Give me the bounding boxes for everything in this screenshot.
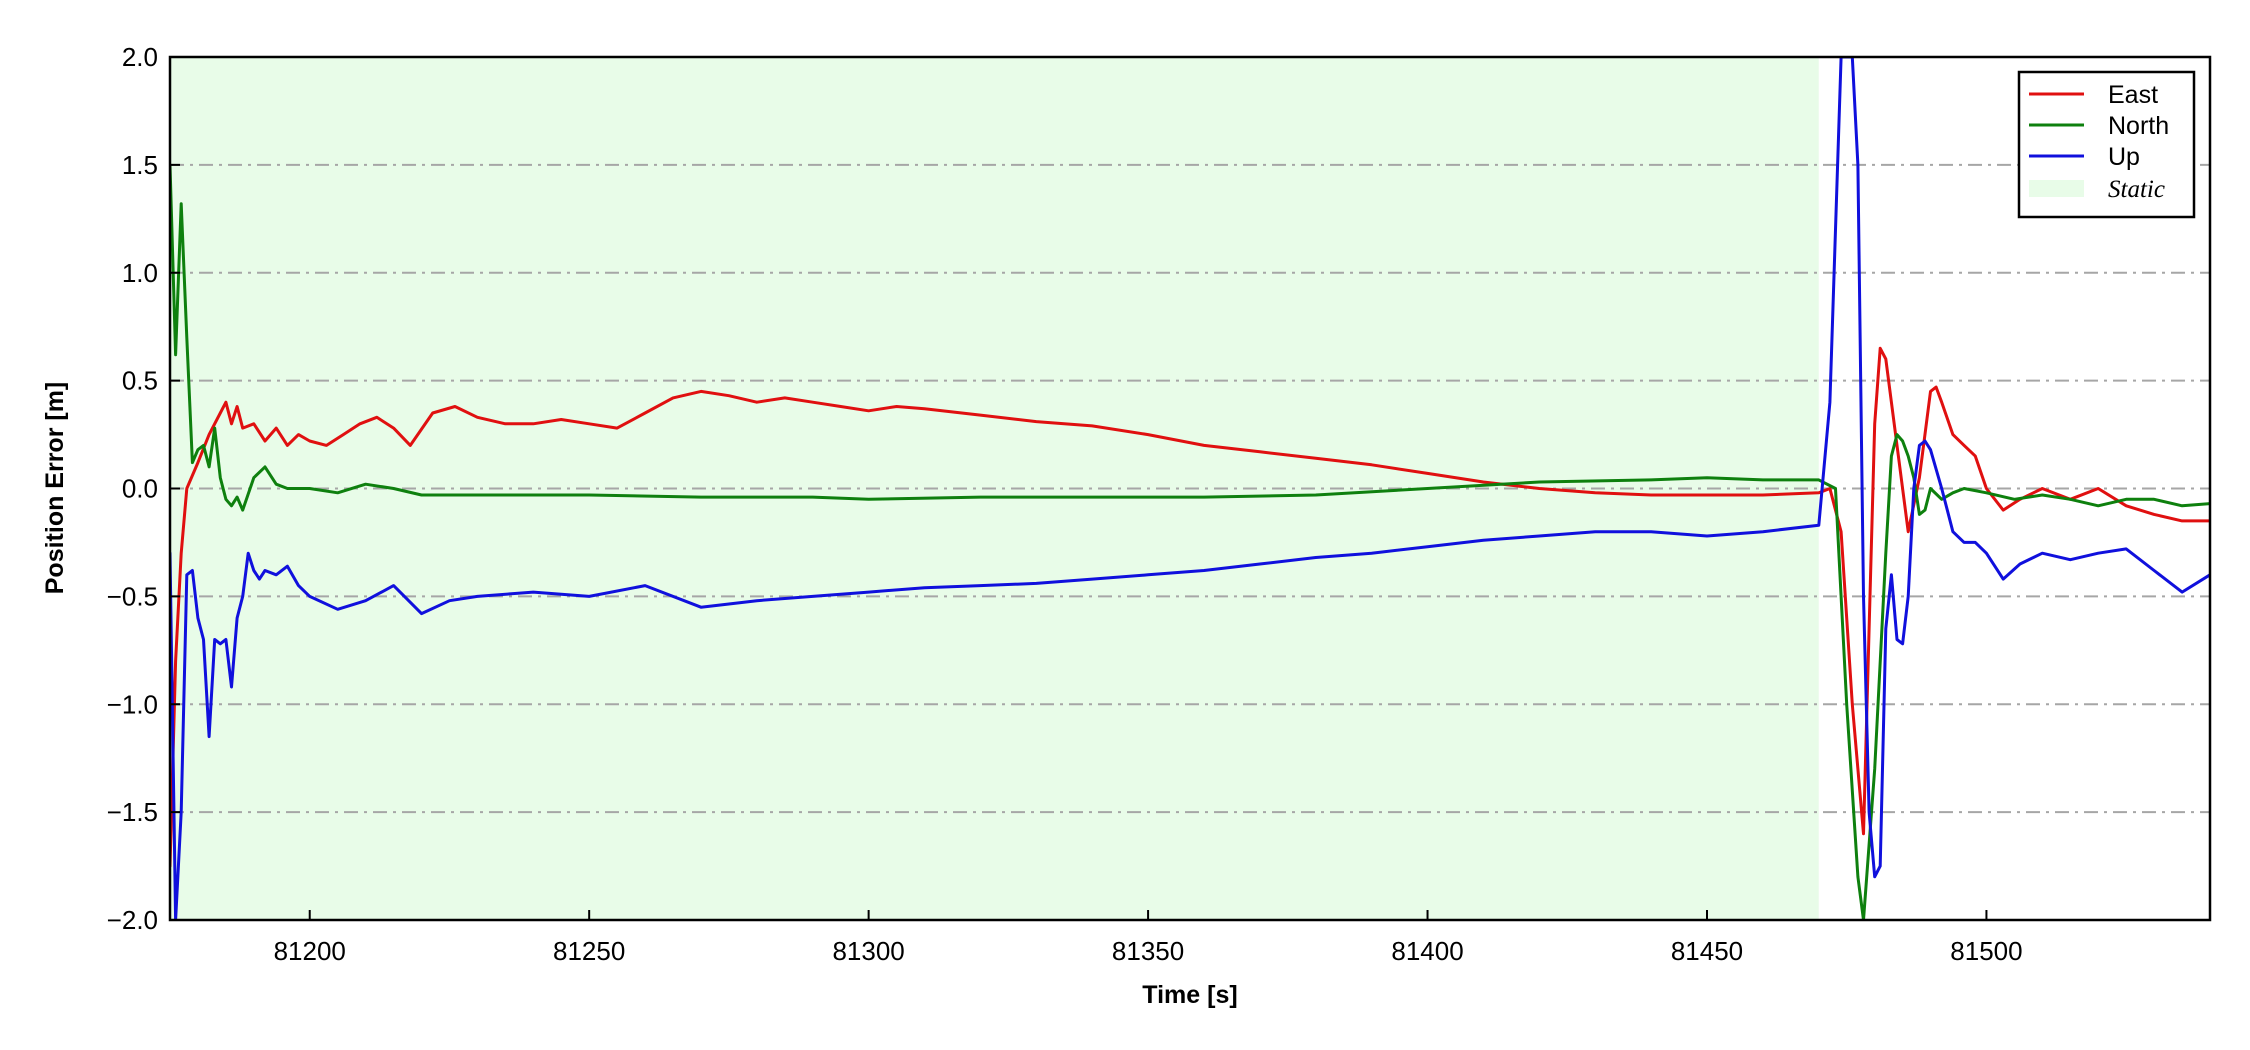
x-tick-label-1: 81250: [553, 936, 625, 966]
y-tick-label-6: 1.0: [122, 258, 158, 288]
y-tick-label-5: 0.5: [122, 366, 158, 396]
y-tick-label-4: 0.0: [122, 474, 158, 504]
y-tick-label-8: 2.0: [122, 42, 158, 72]
legend-north-label: North: [2108, 112, 2169, 140]
x-tick-label-0: 81200: [274, 936, 346, 966]
x-ticks: 81200 81250 81300 81350 81400 81450 81500: [274, 910, 2023, 966]
y-ticks: −2.0 −1.5 −1.0 −0.5 0.0 0.5 1.0 1.5 2.0: [107, 42, 180, 935]
legend-east-label: East: [2108, 81, 2158, 109]
x-tick-label-5: 81450: [1671, 936, 1743, 966]
legend: East North Up Static: [2017, 70, 2196, 219]
y-tick-label-7: 1.5: [122, 150, 158, 180]
legend-up-label: Up: [2108, 143, 2140, 171]
x-tick-label-2: 81300: [832, 936, 904, 966]
y-tick-label-3: −0.5: [107, 581, 158, 611]
y-tick-label-0: −2.0: [107, 905, 158, 935]
series-layer: [170, 57, 2210, 920]
y-tick-label-2: −1.0: [107, 689, 158, 719]
series-line-north: [170, 163, 2210, 920]
x-tick-label-4: 81400: [1391, 936, 1463, 966]
series-line-up: [170, 57, 2210, 920]
grid-layer: [170, 163, 2210, 814]
x-tick-label-3: 81350: [1112, 936, 1184, 966]
legend-static-swatch: [2029, 180, 2084, 197]
x-axis-label: Time [s]: [1142, 981, 1237, 1009]
y-axis-label: Position Error [m]: [41, 382, 69, 595]
series-line-east: [170, 346, 2210, 868]
x-tick-label-6: 81500: [1950, 936, 2022, 966]
y-tick-label-1: −1.5: [107, 797, 158, 827]
legend-static-label: Static: [2108, 176, 2165, 203]
